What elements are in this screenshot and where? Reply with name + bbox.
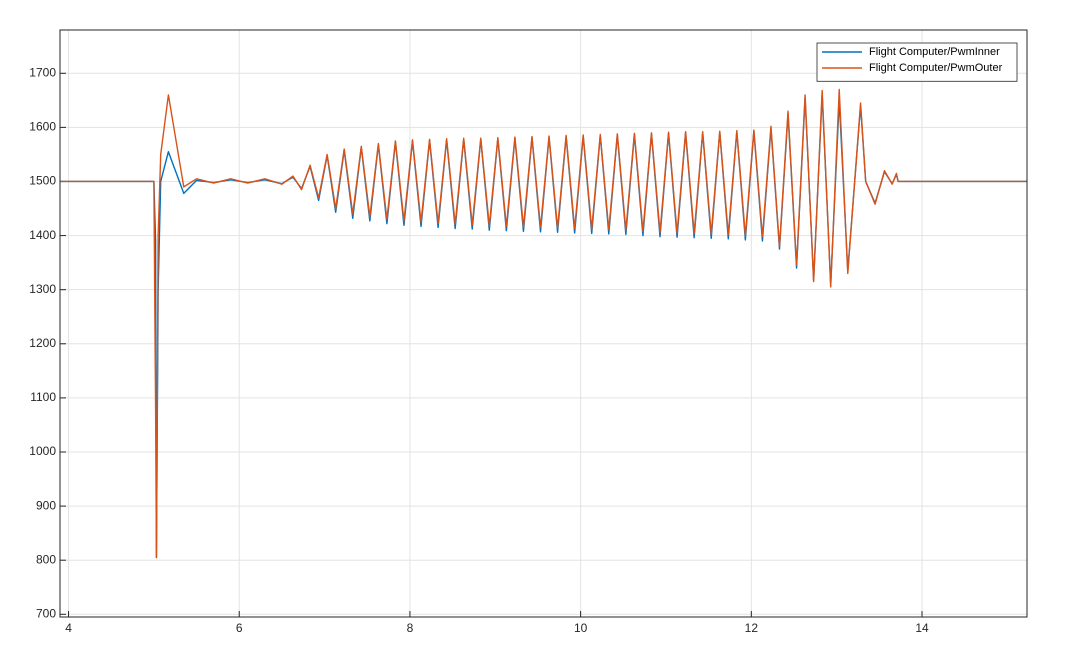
- x-tick-label: 14: [915, 621, 929, 635]
- series-line: [60, 88, 1027, 559]
- x-tick-label: 8: [407, 621, 414, 635]
- y-tick-label: 1300: [29, 282, 56, 296]
- y-tick-label: 1700: [29, 65, 56, 79]
- y-tick-label: 1600: [29, 120, 56, 134]
- legend-label: Flight Computer/PwmOuter: [869, 62, 1003, 74]
- y-tick-label: 1500: [29, 174, 56, 188]
- x-tick-label: 6: [236, 621, 243, 635]
- y-tick-label: 900: [36, 498, 56, 512]
- plot-area: [60, 30, 1027, 617]
- x-tick-label: 12: [745, 621, 759, 635]
- x-tick-label: 10: [574, 621, 588, 635]
- y-tick-label: 1400: [29, 228, 56, 242]
- legend-label: Flight Computer/PwmInner: [869, 46, 1000, 58]
- y-tick-label: 1000: [29, 444, 56, 458]
- axes-box: [59, 29, 1028, 618]
- legend: Flight Computer/PwmInner Flight Computer/…: [816, 42, 1018, 82]
- y-tick-label: 1100: [30, 390, 56, 404]
- legend-box: [816, 42, 1018, 82]
- y-tick-label: 1200: [29, 336, 56, 350]
- y-tick-label: 700: [36, 606, 56, 620]
- x-tick-label: 4: [65, 621, 72, 635]
- y-tick-label: 800: [36, 552, 56, 566]
